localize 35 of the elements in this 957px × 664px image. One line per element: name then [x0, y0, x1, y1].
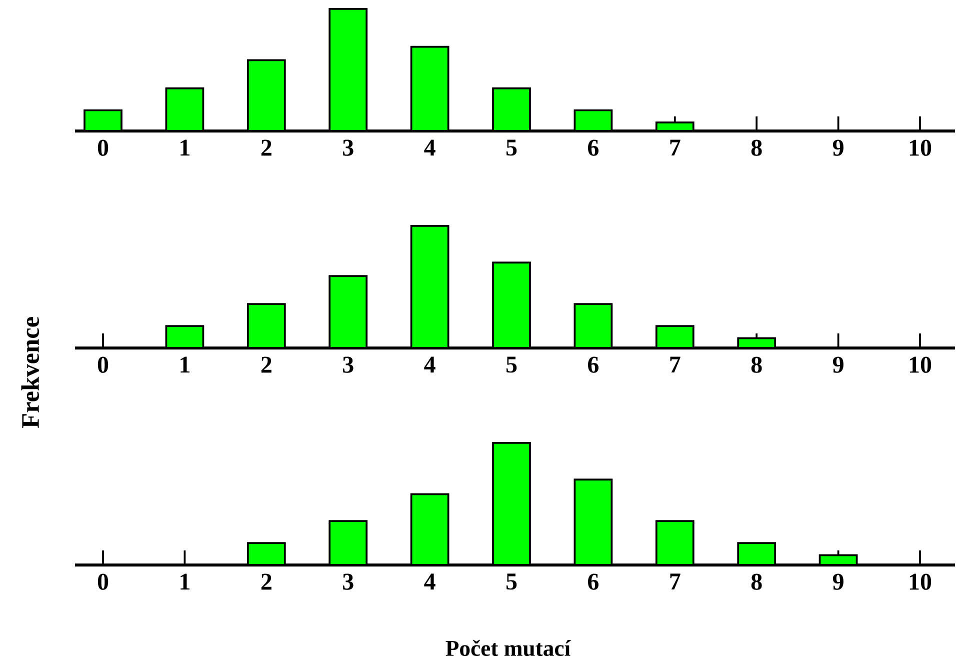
x-tick-label: 9 — [832, 574, 844, 590]
x-tick-label: 3 — [343, 140, 354, 156]
x-tick-label: 8 — [751, 140, 762, 156]
x-tick-label: 9 — [832, 140, 844, 156]
x-tick-label: 9 — [832, 356, 844, 373]
x-tick-label: 2 — [261, 140, 272, 156]
x-tick-label: 8 — [751, 356, 762, 373]
x-tick-label: 1 — [180, 140, 190, 156]
x-tick-label: 0 — [98, 140, 108, 156]
x-tick-label: 7 — [670, 574, 680, 590]
x-tick-label: 7 — [670, 356, 680, 372]
x-tick-label: 7 — [670, 140, 680, 156]
x-tick-label: 0 — [98, 574, 108, 590]
x-tick-label: 8 — [751, 574, 762, 590]
x-tick-label: 3 — [343, 356, 354, 373]
x-tick-label: 5 — [506, 574, 517, 590]
x-tick-label: 4 — [424, 356, 436, 372]
y-axis-title: Frekvence — [21, 317, 40, 428]
x-tick-label: 10 — [910, 356, 932, 373]
x-tick-label: 6 — [588, 574, 598, 590]
x-tick-label: 10 — [910, 140, 932, 156]
x-tick-label: 6 — [588, 356, 598, 373]
x-tick-label: 0 — [98, 356, 108, 373]
x-axis-title: Počet mutací — [446, 640, 571, 656]
x-tick-label: 5 — [506, 356, 517, 373]
x-tick-label: 3 — [343, 574, 354, 590]
x-tick-label: 5 — [506, 140, 517, 156]
x-tick-label: 4 — [424, 140, 436, 156]
x-tick-label: 10 — [910, 574, 932, 590]
x-tick-label: 6 — [588, 140, 598, 156]
x-tick-label: 1 — [180, 574, 190, 590]
x-tick-label: 4 — [424, 574, 436, 590]
x-tick-label: 1 — [180, 356, 190, 373]
x-tick-label: 2 — [261, 356, 272, 373]
x-tick-label: 2 — [261, 574, 272, 590]
